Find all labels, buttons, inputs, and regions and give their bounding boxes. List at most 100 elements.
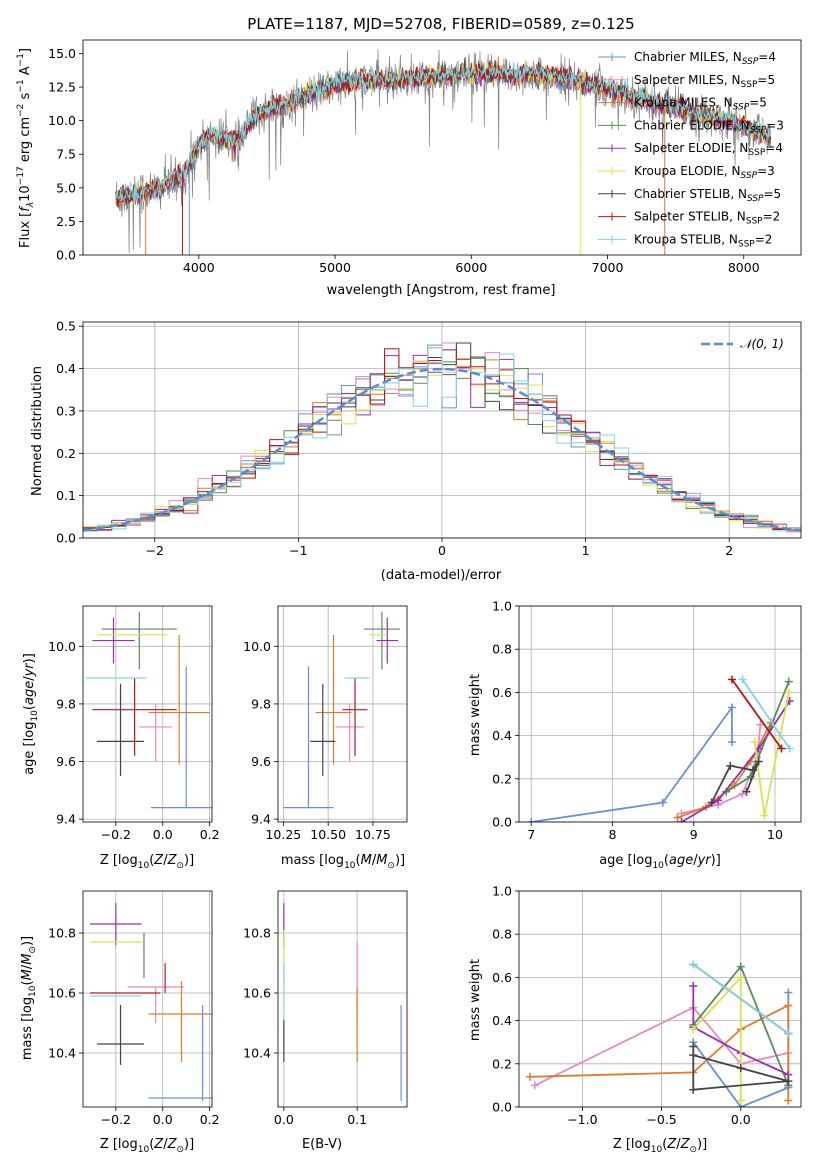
mass-weight-vs-age-xlabel-d: age bbox=[669, 853, 693, 868]
mass-vs-z-point-0 bbox=[148, 1005, 212, 1101]
residuals-frame bbox=[82, 321, 802, 539]
age-vs-z-xtick-label-1: 0.0 bbox=[153, 827, 173, 842]
age-vs-z-xlabel-h: )] bbox=[184, 853, 194, 868]
spectrum-legend-label-sub-0: SSP bbox=[742, 57, 759, 67]
residuals-xtick-label-2: 0 bbox=[438, 543, 446, 558]
mass-weight-vs-z-marker-kroupa_stelib-1 bbox=[784, 1029, 793, 1038]
mass-vs-z-point-4 bbox=[90, 903, 142, 945]
spectrum-ylabel-p0: Flux [ bbox=[18, 212, 33, 248]
mass-weight-vs-age-marker-kroupa_miles-0 bbox=[673, 813, 682, 822]
mass-vs-z-plot-area bbox=[90, 903, 212, 1101]
age-vs-mass-ytick-label-2: 9.8 bbox=[251, 696, 271, 711]
mass-weight-vs-age-line-salpeter_stelib bbox=[731, 678, 783, 750]
spectrum-legend-label-n-4: =4 bbox=[765, 141, 783, 155]
spectrum-legend-label-sub-3: SSP bbox=[750, 125, 767, 135]
mass-weight-vs-z-marker-kroupa_stelib-0 bbox=[689, 960, 698, 969]
mass-weight-vs-z-marker-chabrier_stelib-2 bbox=[784, 1077, 793, 1086]
mass-weight-vs-z-xlabel-f: Z bbox=[680, 1137, 691, 1152]
mass-weight-vs-age-ytick-label-4: 0.8 bbox=[492, 642, 512, 657]
mass-vs-z-ylabel: mass [log10(M/M⊙)] bbox=[20, 936, 38, 1060]
age-vs-z-ylabel: age [log10(age/yr)] bbox=[22, 653, 40, 775]
mass-weight-vs-z-marker-chabrier_stelib-4 bbox=[689, 1051, 698, 1060]
residuals-ytick-label-0: 0.0 bbox=[56, 531, 76, 546]
mass-weight-vs-age-marker-salpeter_miles-4 bbox=[756, 720, 765, 729]
age-vs-z-point-6 bbox=[97, 683, 144, 776]
mass-weight-vs-age-marker-chabrier_stelib-4 bbox=[742, 787, 751, 796]
mass-weight-vs-age-marker-chabrier_elodie-2 bbox=[784, 677, 793, 686]
mass-weight-vs-age-xtick-label-3: 10 bbox=[767, 827, 783, 842]
mass-weight-vs-age-marker-chabrier_miles-1 bbox=[658, 798, 667, 807]
age-vs-mass-xlabel-f: M bbox=[376, 853, 387, 868]
spectrum-legend-label-n-0: =4 bbox=[758, 50, 776, 64]
mass-weight-vs-age-marker-salpeter_elodie-1 bbox=[714, 796, 723, 805]
mass-weight-vs-age-xtick-label-1: 8 bbox=[608, 827, 616, 842]
mass-weight-vs-age-ytick-label-3: 0.6 bbox=[492, 685, 512, 700]
residuals-ytick-label-4: 0.4 bbox=[56, 361, 76, 376]
spectrum-xtick-label-2: 6000 bbox=[455, 260, 487, 275]
age-vs-mass-ticks: 10.25 10.50 10.75 9.4 9.6 9.8 10.0 bbox=[243, 639, 391, 842]
spectrum-ylabel-p4: −17 bbox=[16, 166, 26, 185]
age-vs-z-point-2 bbox=[148, 634, 210, 765]
mass-vs-ebv-ytick-label-0: 10.4 bbox=[243, 1046, 271, 1061]
age-vs-mass-point-0 bbox=[283, 666, 334, 809]
mass-weight-z-ylabel: mass weight bbox=[468, 959, 483, 1041]
age-vs-z-ylabel-a: age [log bbox=[22, 722, 37, 775]
age-vs-mass-grid bbox=[278, 606, 407, 822]
spectrum-legend-label-7: Salpeter STELIB, NSSP=2 bbox=[634, 210, 780, 227]
mass-weight-vs-z-line-salpeter_elodie bbox=[692, 986, 789, 1076]
age-vs-z-xlabel: Z [log10(Z/Z⊙)] bbox=[100, 853, 194, 871]
mass-weight-vs-z-marker-kroupa_elodie-2 bbox=[736, 1096, 745, 1105]
spectrum-ytick-label-4: 10.0 bbox=[48, 113, 76, 128]
mass-vs-z-ylabel-e: / bbox=[20, 964, 35, 969]
mass-weight-vs-age-ytick-label-2: 0.4 bbox=[492, 728, 512, 743]
mass-weight-vs-z-marker-kroupa_miles-4 bbox=[784, 1096, 793, 1105]
residuals-xtick-label-0: −2 bbox=[146, 543, 164, 558]
spectrum-xtick-label-3: 7000 bbox=[592, 260, 624, 275]
age-vs-mass-xlabel-h: )] bbox=[395, 853, 405, 868]
spectrum-legend-label-4: Salpeter ELODIE, NSSP=4 bbox=[634, 141, 783, 158]
mass-vs-z-ylabel-c: ( bbox=[20, 980, 35, 985]
residuals-xtick-label-4: 2 bbox=[725, 543, 733, 558]
mass-weight-vs-age-ticks: 7 8 9 10 0.0 0.2 0.4 0.6 0.8 1.0 bbox=[492, 599, 783, 843]
age-vs-z-ylabel-c: ( bbox=[22, 705, 37, 710]
mass-weight-vs-z-xlabel-e: / bbox=[676, 1137, 681, 1152]
spectrum-legend-label-3: Chabrier ELODIE, NSSP=3 bbox=[634, 118, 784, 135]
mass-vs-z-ytick-label-0: 10.4 bbox=[48, 1046, 76, 1061]
mass-vs-z-xtick-label-1: 0.0 bbox=[153, 1112, 173, 1127]
age-vs-z-xlabel-c: ( bbox=[149, 853, 154, 868]
age-vs-mass-ytick-label-1: 9.6 bbox=[251, 754, 271, 769]
mass-weight-vs-z-ytick-label-4: 0.8 bbox=[492, 927, 512, 942]
mass-weight-vs-z-marker-chabrier_stelib-0 bbox=[689, 1042, 698, 1051]
age-vs-z-point-0 bbox=[151, 666, 212, 809]
mass-vs-ebv-plot-area bbox=[283, 903, 402, 1101]
age-vs-z-grid bbox=[83, 606, 212, 822]
mass-vs-z-xlabel-a: Z [log bbox=[100, 1137, 138, 1152]
spectrum-ylabel-p3: 10 bbox=[18, 185, 33, 202]
mass-weight-vs-z-ytick-label-3: 0.6 bbox=[492, 970, 512, 985]
mass-weight-vs-z-xlabel: Z [log10(Z/Z⊙)] bbox=[613, 1137, 707, 1155]
mass-weight-vs-z-frame bbox=[518, 890, 802, 1108]
spectrum-legend-label-n-8: =2 bbox=[755, 232, 773, 246]
spectrum-legend-label-sub-2: SSP bbox=[733, 103, 750, 113]
spectrum-ytick-label-6: 15.0 bbox=[48, 46, 76, 61]
age-vs-z-ytick-label-1: 9.6 bbox=[56, 754, 76, 769]
spectrum-ylabel-p6: −2 bbox=[16, 104, 26, 117]
spectrum-legend-label-sub-1: SSP bbox=[741, 80, 758, 90]
spectrum-legend-label-n-3: =3 bbox=[766, 118, 784, 132]
age-vs-mass-point-4 bbox=[376, 617, 399, 664]
spectrum-xtick-label-4: 8000 bbox=[728, 260, 760, 275]
mass-weight-vs-age-xlabel-c: ( bbox=[664, 853, 669, 868]
age-vs-z-ticks: −0.2 0.0 0.2 9.4 9.6 9.8 10.0 bbox=[48, 639, 219, 842]
mass-vs-ebv-ytick-label-2: 10.8 bbox=[243, 926, 271, 941]
mass-vs-z-ytick-label-1: 10.6 bbox=[48, 986, 76, 1001]
mass-vs-ebv-ytick-label-1: 10.6 bbox=[243, 986, 271, 1001]
mass-weight-vs-z-xlabel-d: Z bbox=[666, 1137, 677, 1152]
spectrum-legend-label-main-2: Kroupa MILES, N bbox=[634, 96, 733, 110]
mass-weight-vs-z-ytick-label-2: 0.4 bbox=[492, 1013, 512, 1028]
mass-vs-z-xlabel-d: Z bbox=[153, 1137, 164, 1152]
residuals-ylabel: Normed distribution bbox=[30, 366, 45, 496]
mass-vs-z-xtick-label-0: −0.2 bbox=[101, 1112, 131, 1127]
spectrum-legend-label-5: Kroupa ELODIE, NSSP=3 bbox=[634, 164, 775, 181]
mass-weight-vs-z-marker-kroupa_miles-0 bbox=[526, 1072, 535, 1081]
